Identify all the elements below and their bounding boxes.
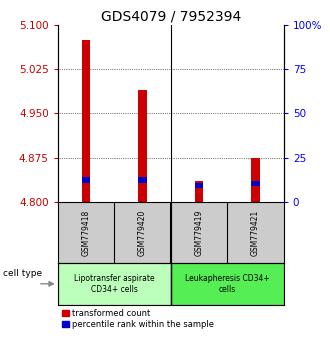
- Bar: [138, 177, 147, 183]
- Text: GSM779418: GSM779418: [82, 210, 90, 256]
- Text: GSM779421: GSM779421: [251, 210, 260, 256]
- Bar: [138, 90, 147, 202]
- Bar: [195, 183, 203, 188]
- Legend: transformed count, percentile rank within the sample: transformed count, percentile rank withi…: [62, 309, 214, 329]
- Text: Lipotransfer aspirate
CD34+ cells: Lipotransfer aspirate CD34+ cells: [74, 274, 154, 293]
- Bar: [82, 177, 90, 183]
- Bar: [58, 263, 171, 304]
- Bar: [82, 40, 90, 202]
- Text: cell type: cell type: [3, 269, 43, 278]
- Text: GSM779420: GSM779420: [138, 209, 147, 256]
- Bar: [251, 181, 260, 185]
- Bar: [195, 181, 203, 202]
- Title: GDS4079 / 7952394: GDS4079 / 7952394: [101, 10, 241, 24]
- Text: GSM779419: GSM779419: [194, 209, 204, 256]
- Bar: [171, 263, 284, 304]
- Bar: [251, 158, 260, 202]
- Text: Leukapheresis CD34+
cells: Leukapheresis CD34+ cells: [185, 274, 270, 293]
